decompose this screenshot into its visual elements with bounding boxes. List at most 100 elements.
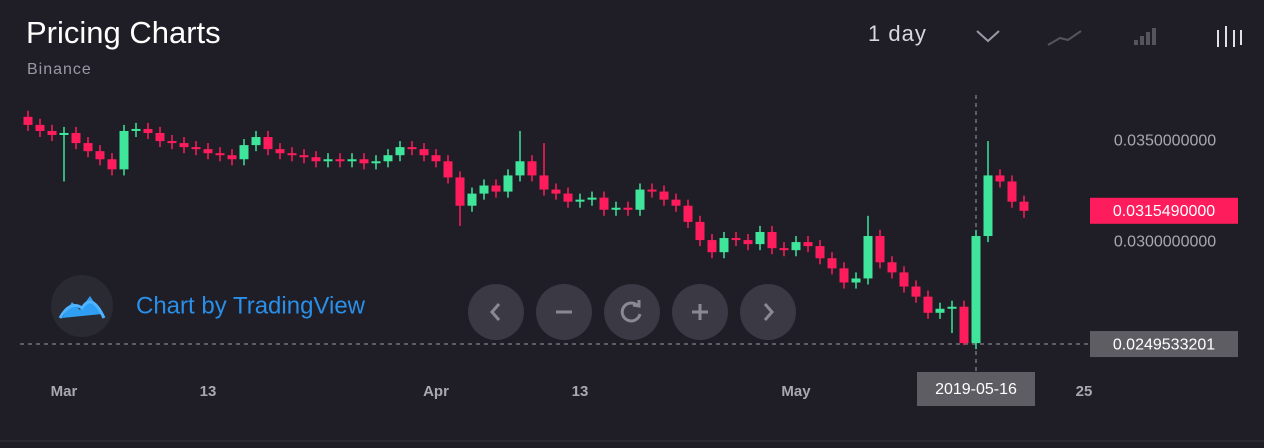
title: Pricing Charts [26, 15, 221, 50]
scroll-left-button[interactable] [468, 284, 524, 340]
line-chart-button[interactable] [1047, 30, 1082, 46]
x-tick-label: Apr [423, 383, 449, 400]
candle-body [479, 185, 489, 194]
candle-body [659, 191, 669, 200]
candle-body [911, 286, 921, 297]
candle-body [803, 242, 813, 247]
candle-body [407, 147, 417, 150]
candle-body [263, 137, 273, 150]
plot-area: 0.0350000000 0.0300000000 Mar 13 Apr 13 May 25 0… [20, 95, 1238, 406]
x-tick-label: 25 [1076, 383, 1093, 400]
candle-body [275, 149, 285, 154]
crosshair-price-badge [1090, 331, 1238, 358]
scroll-right-button[interactable] [740, 284, 796, 340]
x-tick-label: May [781, 383, 811, 400]
candle-body [827, 258, 837, 269]
candle-body [587, 197, 597, 200]
reset-button[interactable] [604, 284, 660, 340]
candle-body [59, 132, 69, 136]
candle-body [983, 175, 993, 237]
candle-body [155, 132, 165, 142]
candle-body [719, 238, 729, 253]
candle-body [863, 236, 873, 279]
candle-body [671, 199, 681, 206]
candle-body [563, 193, 573, 202]
interval-dropdown[interactable] [976, 30, 1000, 43]
candle-body [635, 189, 645, 210]
candle-body [191, 147, 201, 150]
candle-body [791, 242, 801, 251]
candle-body [647, 189, 657, 192]
candle-body [539, 175, 549, 190]
candle-body [527, 161, 537, 176]
candle-body [851, 278, 861, 283]
candle-body [239, 145, 249, 160]
candle-body [959, 306, 969, 344]
bar-chart-button[interactable] [1134, 28, 1156, 45]
candle-body [551, 189, 561, 194]
candle-body [143, 128, 153, 133]
candle-body [743, 240, 753, 245]
candle-body [215, 153, 225, 156]
candle-body [995, 175, 1005, 182]
candle-body [347, 159, 357, 162]
candle-body [503, 175, 513, 192]
interval-select[interactable]: 1 day [868, 21, 927, 46]
candle-body [467, 193, 477, 206]
candle-body [923, 296, 933, 313]
candle-body [107, 159, 117, 170]
candle-body [311, 157, 321, 162]
candle-body [575, 199, 585, 202]
x-tick-label: Mar [51, 383, 78, 400]
subtitle: Binance [27, 61, 92, 78]
candle-body [623, 207, 633, 210]
candle-body [227, 155, 237, 160]
candle-body [779, 248, 789, 251]
candle-body [767, 231, 777, 249]
candle-body [23, 116, 33, 125]
candle-body [287, 153, 297, 156]
candle-body [455, 177, 465, 206]
x-tick-label: 13 [200, 383, 217, 400]
candle-body [971, 236, 981, 344]
candle-body [1019, 201, 1029, 211]
candle-body [95, 151, 105, 160]
candle-body [203, 149, 213, 154]
nav-icons [490, 300, 774, 323]
candle-body [119, 130, 129, 170]
crosshair-price-label: 0.0249533201 [1113, 336, 1215, 353]
y-tick-label: 0.0350000000 [1114, 132, 1216, 149]
candle-body [335, 159, 345, 162]
candle-body [443, 161, 453, 178]
candle-body [707, 240, 717, 253]
candle-body [839, 268, 849, 283]
candle-body [35, 124, 45, 131]
candle-body [131, 128, 141, 131]
chart-nav-buttons [468, 284, 796, 340]
candle-body [731, 238, 741, 241]
tradingview-logo [51, 275, 113, 337]
candle-body [935, 308, 945, 313]
candle-body [71, 132, 81, 144]
candle-body [491, 185, 501, 192]
crosshair-date-label: 2019-05-16 [935, 381, 1017, 398]
candle-body [395, 147, 405, 156]
candle-body [755, 231, 765, 245]
candle-body [83, 143, 93, 152]
last-price-label: 0.0315490000 [1113, 203, 1215, 220]
candle-body [1007, 181, 1017, 202]
candle-body [611, 207, 621, 210]
candle-body [695, 221, 705, 241]
candle-body [683, 205, 693, 222]
crosshair-date-badge [917, 372, 1035, 406]
candle-body [47, 130, 57, 136]
candle-body [419, 149, 429, 156]
candle-body [359, 159, 369, 164]
watermark: Chart by TradingView [136, 292, 366, 319]
candle-chart-button[interactable] [1217, 26, 1242, 47]
candle-body [179, 143, 189, 148]
candle-body [887, 262, 897, 273]
x-tick-label: 13 [572, 383, 589, 400]
